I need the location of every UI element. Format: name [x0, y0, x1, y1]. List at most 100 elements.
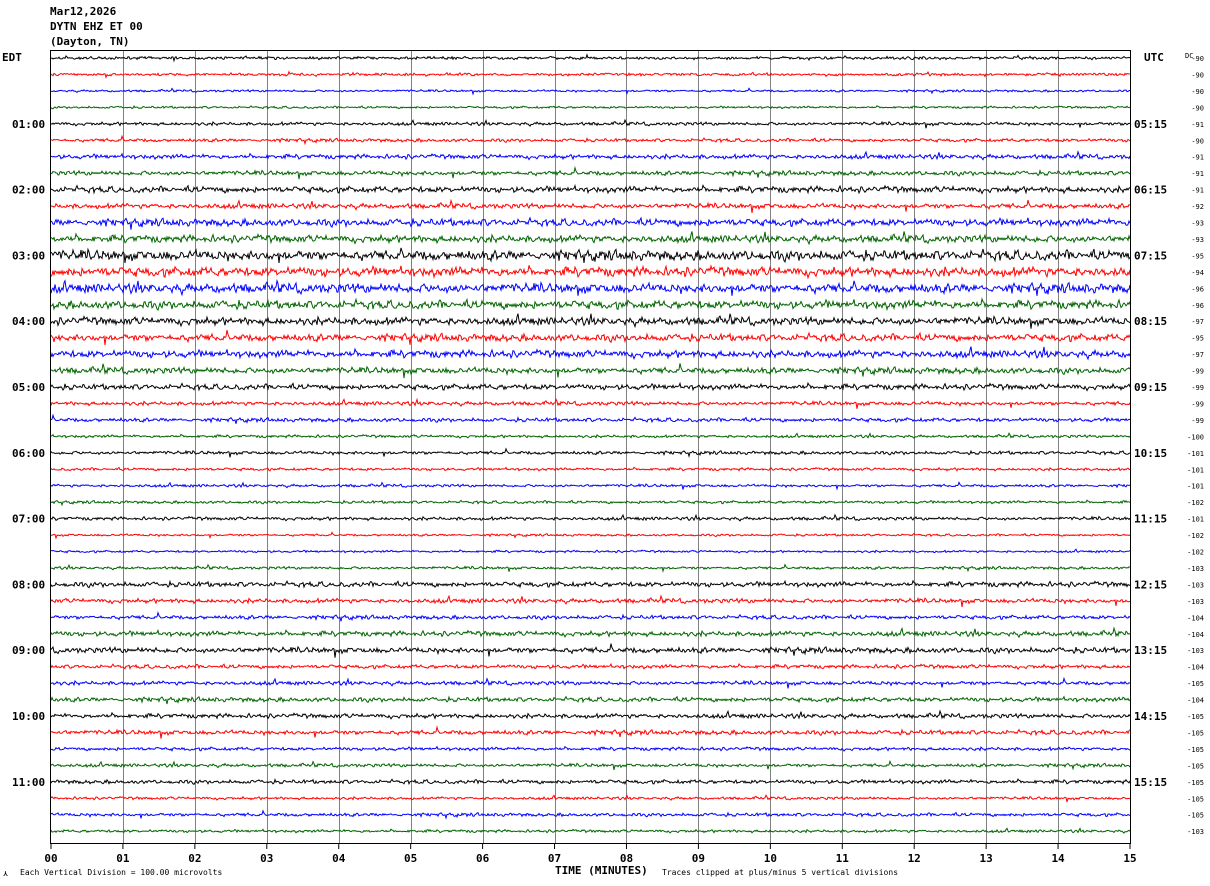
x-tick-label: 09	[692, 852, 705, 865]
dc-offset-label: -92	[1191, 203, 1204, 211]
right-hour-labels: 05:15 06:15 07:15 08:15 09:15 10:15 11:15 12:15…	[1134, 118, 1167, 789]
clip-note: Traces clipped at plus/minus 5 vertical …	[662, 868, 898, 877]
left-hour-label: 07:00	[12, 513, 45, 526]
trace-20	[50, 363, 1131, 379]
trace-42	[50, 725, 1131, 739]
trace-48	[50, 827, 1131, 834]
trace-5	[50, 118, 1131, 129]
trace-23	[50, 413, 1131, 424]
trace-30	[50, 531, 1131, 540]
trace-8	[50, 165, 1131, 180]
trace-25	[50, 447, 1131, 458]
scale-note: Each Vertical Division = 100.00 microvol…	[20, 868, 222, 877]
dc-offset-label: -91	[1191, 170, 1204, 178]
trace-22	[50, 397, 1131, 409]
dc-offset-label: -99	[1191, 368, 1204, 376]
trace-11	[50, 216, 1131, 230]
left-hour-label: 09:00	[12, 644, 45, 657]
dc-offset-label: -91	[1191, 121, 1204, 129]
left-hour-label: 10:00	[12, 710, 45, 723]
x-tick-label: 13	[980, 852, 993, 865]
trace-7	[50, 150, 1131, 161]
dc-offset-label: -101	[1187, 450, 1204, 458]
x-tick-label: 10	[764, 852, 777, 865]
dc-offset-label: -94	[1191, 269, 1204, 277]
trace-27	[50, 481, 1131, 491]
dc-offset-label: -90	[1191, 71, 1204, 79]
trace-21	[50, 381, 1131, 392]
dc-offset-label: -104	[1187, 614, 1204, 622]
left-hour-label: 02:00	[12, 184, 45, 197]
dc-header-label: DC	[1185, 52, 1193, 60]
dc-offset-label: -105	[1187, 779, 1204, 787]
trace-24	[50, 432, 1131, 439]
dc-offset-label: -90	[1191, 88, 1204, 96]
x-tick-label: 11	[836, 852, 850, 865]
dc-offset-label: -96	[1191, 285, 1204, 293]
dc-offset-label: -103	[1187, 828, 1204, 836]
dc-offset-label: -105	[1187, 729, 1204, 737]
dc-offset-label: -104	[1187, 664, 1204, 672]
dc-offset-label: -103	[1187, 647, 1204, 655]
trace-43	[50, 745, 1131, 752]
trace-34	[50, 594, 1131, 607]
trace-15	[50, 278, 1131, 297]
dc-offset-label: -105	[1187, 746, 1204, 754]
trace-6	[50, 134, 1131, 146]
left-hour-label: 05:00	[12, 381, 45, 394]
trace-44	[50, 759, 1131, 771]
right-hour-label: 09:15	[1134, 381, 1167, 394]
dc-offset-label: -93	[1191, 220, 1204, 228]
dc-offset-label: -104	[1187, 697, 1204, 705]
x-tick-label: 02	[188, 852, 201, 865]
dc-offset-label: -104	[1187, 631, 1204, 639]
trace-10	[50, 198, 1131, 213]
logo-mark: ⋏	[2, 869, 8, 878]
right-hour-label: 12:15	[1134, 578, 1167, 591]
header-date: Mar12,2026	[50, 5, 117, 18]
dc-offset-labels: -90 -90 -90 -90 -91 -90 -91 -91 -91 -92 -93 -93 -95 -…	[1187, 55, 1204, 836]
dc-offset-label: -103	[1187, 565, 1204, 573]
trace-45	[50, 778, 1131, 786]
left-hour-label: 01:00	[12, 118, 45, 131]
trace-29	[50, 513, 1131, 522]
dc-offset-label: -102	[1187, 499, 1204, 507]
x-tick-label: 06	[476, 852, 490, 865]
left-hour-label: 11:00	[12, 776, 45, 789]
x-tick-label: 08	[620, 852, 633, 865]
x-tick-label: 14	[1051, 852, 1065, 865]
trace-47	[50, 809, 1131, 820]
x-tick-label: 07	[548, 852, 561, 865]
dc-offset-label: -103	[1187, 598, 1204, 606]
right-hour-label: 15:15	[1134, 776, 1167, 789]
trace-38	[50, 662, 1131, 670]
dc-offset-label: -90	[1191, 137, 1204, 145]
trace-39	[50, 676, 1131, 689]
trace-13	[50, 247, 1131, 263]
dc-offset-label: -101	[1187, 483, 1204, 491]
trace-3	[50, 87, 1130, 96]
dc-offset-label: -105	[1187, 680, 1204, 688]
right-hour-label: 14:15	[1134, 710, 1167, 723]
left-hour-label: 04:00	[12, 315, 45, 328]
x-tick-label: 15	[1123, 852, 1136, 865]
dc-offset-label: -101	[1187, 466, 1204, 474]
grid-lines	[123, 51, 1059, 843]
dc-offset-label: -93	[1191, 236, 1204, 244]
trace-28	[50, 499, 1131, 507]
x-tick-label: 01	[116, 852, 130, 865]
dc-offset-label: -103	[1187, 581, 1204, 589]
x-tick-label: 00	[44, 852, 57, 865]
dc-offset-label: -101	[1187, 516, 1204, 524]
trace-14	[50, 264, 1131, 280]
dc-offset-label: -102	[1187, 549, 1204, 557]
x-tick-labels: 00 01 02 03 04 05 06 07 08 09 10 11 12 13 14 15	[44, 843, 1137, 865]
trace-2	[50, 70, 1131, 79]
left-hour-label: 08:00	[12, 578, 45, 591]
left-timezone-label: EDT	[2, 51, 22, 64]
dc-offset-label: -91	[1191, 187, 1204, 195]
right-hour-label: 06:15	[1134, 184, 1167, 197]
dc-offset-label: -91	[1191, 154, 1204, 162]
trace-32	[50, 563, 1131, 573]
